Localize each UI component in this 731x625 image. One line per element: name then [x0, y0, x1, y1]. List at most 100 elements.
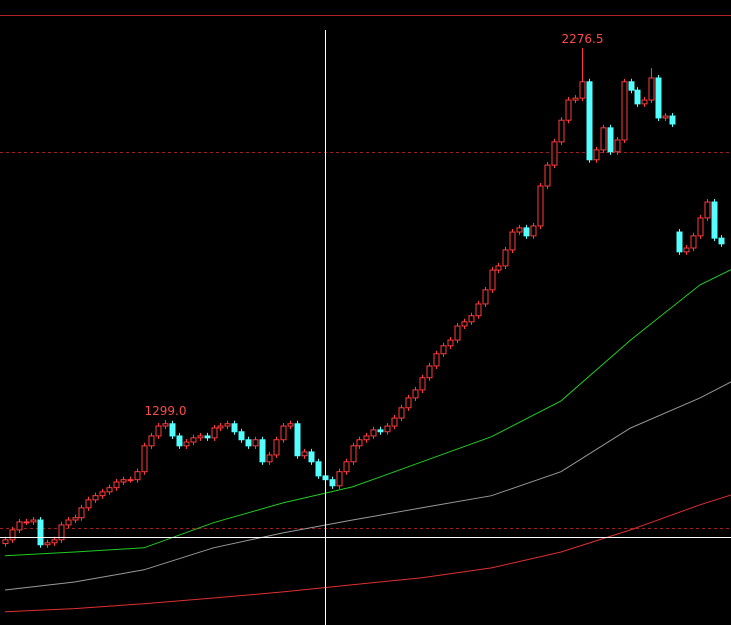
candle-body: [718, 237, 725, 245]
candle-body: [579, 81, 586, 99]
candle-body: [16, 521, 23, 531]
candle-body: [495, 265, 502, 271]
candle-body: [391, 417, 398, 427]
candle-body: [245, 439, 252, 447]
candle-body: [120, 479, 127, 483]
candle-body: [516, 227, 523, 233]
candle-body: [273, 439, 280, 456]
candle-body: [475, 303, 482, 317]
candle-body: [23, 521, 30, 524]
candle-body: [572, 97, 579, 101]
candle-body: [509, 231, 516, 251]
candle-body: [58, 524, 65, 541]
candle-body: [697, 217, 704, 237]
moving-average: [4, 381, 731, 591]
candle-body: [551, 141, 558, 166]
candle-body: [308, 451, 315, 463]
plot-area: 1299.0 2276.5: [2, 32, 731, 613]
candle-body: [72, 517, 79, 521]
candle-body: [162, 423, 169, 427]
candle-body: [558, 119, 565, 143]
candle-body: [85, 499, 92, 509]
candle-body: [530, 225, 537, 237]
candle-body: [176, 435, 183, 447]
candle-body: [30, 519, 37, 523]
candle-body: [287, 423, 294, 427]
candle-body: [377, 429, 384, 433]
candle-body: [593, 149, 600, 161]
candle-body: [468, 315, 475, 323]
candle-body: [336, 471, 343, 487]
candle-body: [440, 345, 447, 355]
candle-body: [676, 231, 683, 253]
candle-body: [669, 115, 676, 125]
candle-body: [301, 451, 308, 457]
high-annotation: 2276.5: [562, 32, 604, 46]
candle-body: [628, 81, 635, 91]
candle-body: [294, 423, 301, 457]
candle-body: [482, 289, 489, 305]
candle-body: [690, 235, 697, 249]
candle-body: [259, 439, 266, 463]
candle-body: [398, 407, 405, 419]
candle-body: [565, 99, 572, 121]
candle-body: [704, 201, 711, 219]
candle-body: [648, 77, 655, 101]
candle-body: [217, 425, 224, 429]
candle-body: [412, 389, 419, 399]
candle-body: [266, 454, 273, 463]
candle-body: [127, 479, 134, 482]
candle-body: [190, 437, 197, 443]
candle-body: [92, 495, 99, 501]
candle-body: [204, 435, 211, 439]
candle-body: [113, 481, 120, 489]
candle-body: [461, 321, 468, 327]
candle-body: [662, 115, 669, 119]
candle-body: [211, 427, 218, 439]
candle-body: [634, 89, 641, 105]
candle-body: [489, 269, 496, 291]
moving-average: [4, 269, 731, 557]
candle-body: [502, 249, 509, 267]
candle-body: [405, 397, 412, 409]
candle-body: [621, 81, 628, 141]
candle-body: [252, 439, 259, 447]
candle-body: [607, 127, 614, 153]
candle-body: [106, 487, 113, 493]
candle-body: [356, 439, 363, 447]
candle-body: [683, 247, 690, 253]
moving-average: [4, 494, 731, 613]
candle-body: [363, 435, 370, 441]
candle-body: [9, 529, 16, 541]
candle-body: [231, 423, 238, 433]
candle-body: [586, 81, 593, 161]
candle-body: [65, 519, 72, 526]
candle-body: [614, 139, 621, 153]
candle-body: [99, 491, 106, 497]
candle-body: [350, 445, 357, 463]
candle-body: [2, 539, 9, 545]
candle-body: [600, 127, 607, 151]
candle-body: [51, 539, 58, 544]
high-annotation: 1299.0: [145, 404, 187, 418]
candle-body: [655, 77, 662, 119]
candle-body: [433, 353, 440, 367]
candle-body: [183, 441, 190, 447]
candle-body: [711, 201, 718, 239]
candle-body: [280, 425, 287, 441]
candle-body: [224, 423, 231, 427]
candle-body: [315, 461, 322, 477]
candle-body: [384, 425, 391, 433]
candle-body: [238, 431, 245, 441]
candle-body: [370, 429, 377, 437]
candle-body: [44, 542, 51, 546]
candle-body: [197, 435, 204, 439]
candle-body: [78, 507, 85, 519]
candle-body: [155, 425, 162, 437]
candle-body: [141, 445, 148, 473]
candle-body: [537, 185, 544, 227]
candle-body: [37, 519, 44, 546]
